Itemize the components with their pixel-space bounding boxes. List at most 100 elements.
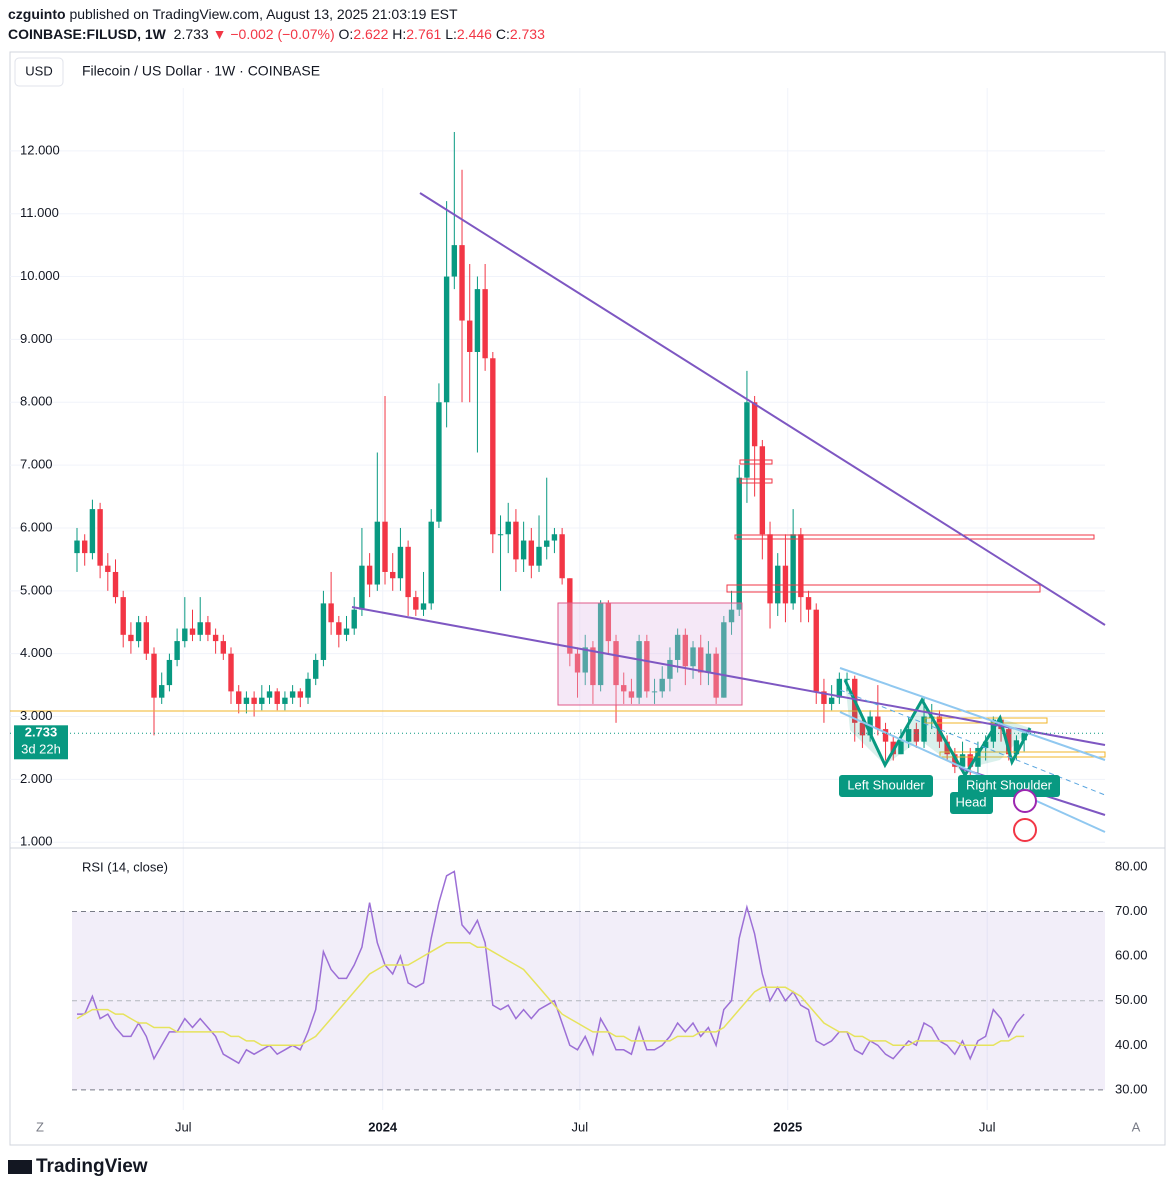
candle-body (736, 477, 742, 610)
candle-body (597, 603, 604, 686)
candle-body (721, 622, 727, 698)
candle-body (613, 641, 619, 686)
x-tick-label: 2025 (773, 1119, 802, 1134)
candle-body (651, 691, 658, 693)
pane-title: RSI (14, close) (82, 859, 168, 874)
last-price-box (14, 725, 68, 760)
candle-body (428, 521, 434, 604)
y-tick-label: 2.000 (20, 771, 53, 786)
candle-body (605, 603, 612, 642)
candle-body (289, 691, 296, 698)
trendline (419, 192, 1106, 626)
candle-body (328, 603, 334, 623)
candle-body (621, 685, 627, 692)
c-label: C: (495, 26, 510, 42)
candle-body (667, 659, 673, 679)
zone (734, 534, 1095, 540)
candle-body (836, 678, 843, 698)
candle-body (443, 276, 450, 403)
o-label: O: (338, 26, 354, 42)
currency[interactable]: USD (25, 63, 52, 78)
candle-body (74, 540, 80, 554)
change: ▼ −0.002 (−0.07%) (212, 26, 335, 42)
y-tick-label: 8.000 (20, 394, 53, 409)
candle-body (120, 597, 126, 635)
candle-body (382, 521, 388, 572)
candle-body (805, 597, 812, 610)
candle-body (390, 571, 396, 579)
candle-body (174, 641, 180, 660)
publish-line: czguinto published on TradingView.com, A… (8, 6, 458, 22)
candle-body (405, 546, 411, 598)
chart-title: Filecoin / US Dollar · 1W · COINBASE (82, 63, 320, 79)
countdown: 3d 22h (21, 742, 61, 757)
event-icon[interactable] (1013, 789, 1037, 813)
channel (839, 711, 1106, 833)
event-icon[interactable] (1013, 818, 1037, 842)
candle-body (544, 540, 550, 547)
candle-body (266, 691, 273, 698)
candle-body (1006, 729, 1012, 755)
candle-body (905, 729, 912, 742)
button[interactable]: A (1132, 1119, 1141, 1134)
brand-logo (8, 1160, 32, 1174)
annotation: Right Shoulder (966, 777, 1053, 792)
button[interactable]: Z (36, 1119, 44, 1134)
author: czguinto (8, 6, 66, 22)
candle-body (959, 754, 966, 767)
x-tick-label: 2024 (368, 1119, 398, 1134)
candle-body (728, 609, 735, 623)
candle-body (513, 521, 519, 560)
l-val: 2.446 (456, 26, 492, 42)
candle-body (366, 565, 373, 585)
candle-body (297, 691, 304, 698)
candle-body (205, 622, 211, 635)
candle-body (112, 571, 119, 598)
candle-body (197, 622, 203, 635)
candle-body (551, 534, 558, 541)
currency-button[interactable] (14, 57, 64, 87)
candle-body (313, 659, 319, 679)
candle-body (143, 622, 150, 654)
candle-body (451, 245, 458, 277)
candle-body (166, 659, 173, 686)
y-tick-label: 3.000 (20, 708, 53, 723)
candle-body (967, 754, 973, 767)
candle-body (282, 697, 288, 704)
candle-body (582, 647, 588, 673)
candle-body (305, 678, 311, 698)
y-tick-label: 1.000 (20, 834, 53, 849)
x-tick-label: Jul (572, 1119, 589, 1134)
candle-body (467, 320, 473, 352)
y-tick-label: 6.000 (20, 519, 53, 534)
candle-body (189, 628, 196, 635)
candle-body (528, 540, 535, 566)
candle-body (220, 641, 227, 654)
candle-body (659, 678, 665, 692)
candle-body (705, 653, 712, 673)
candle-body (590, 647, 596, 686)
candle-body (713, 653, 719, 698)
candle-body (397, 546, 404, 579)
candle-body (759, 446, 766, 535)
zone (739, 459, 773, 465)
candle-body (89, 509, 96, 554)
y-tick-label: 12.000 (20, 142, 60, 157)
candle-body (243, 697, 250, 704)
candle-body (359, 565, 365, 610)
candle-body (474, 289, 481, 352)
h-val: 2.761 (406, 26, 442, 42)
candle-body (497, 534, 504, 536)
candle-body (351, 609, 357, 629)
label-box (950, 792, 993, 814)
annotation: Left Shoulder (847, 777, 925, 792)
y-tick-label: 60.00 (1115, 948, 1148, 963)
candle-body (921, 716, 927, 742)
y-tick-label: 80.00 (1115, 858, 1148, 873)
zone (739, 478, 773, 484)
h-label: H: (392, 26, 407, 42)
candle-body (212, 634, 219, 642)
candle-body (844, 678, 850, 680)
